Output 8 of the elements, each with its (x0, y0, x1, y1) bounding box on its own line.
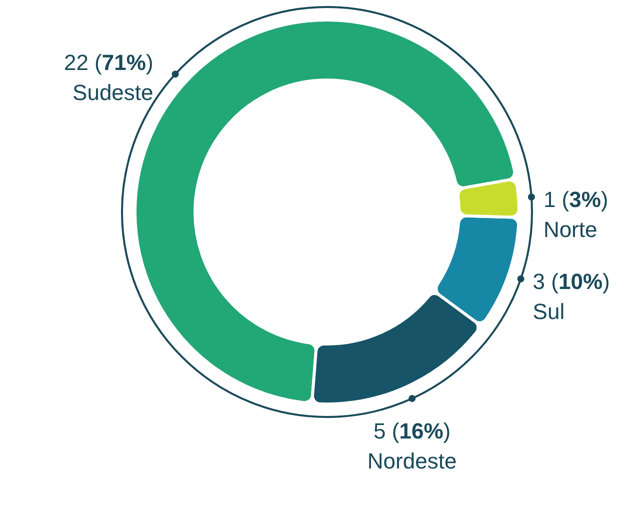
slice-label: Norte (543, 217, 598, 242)
data-label: 1 (3%) (543, 187, 608, 212)
data-label: 5 (16%) (374, 418, 451, 444)
slice-label: Sul (532, 298, 565, 324)
data-label: 22 (71%) (64, 50, 154, 76)
data-label: 3 (10%) (532, 268, 610, 294)
slice-label: Nordeste (367, 448, 457, 474)
slice-label: Sudeste (72, 80, 154, 106)
